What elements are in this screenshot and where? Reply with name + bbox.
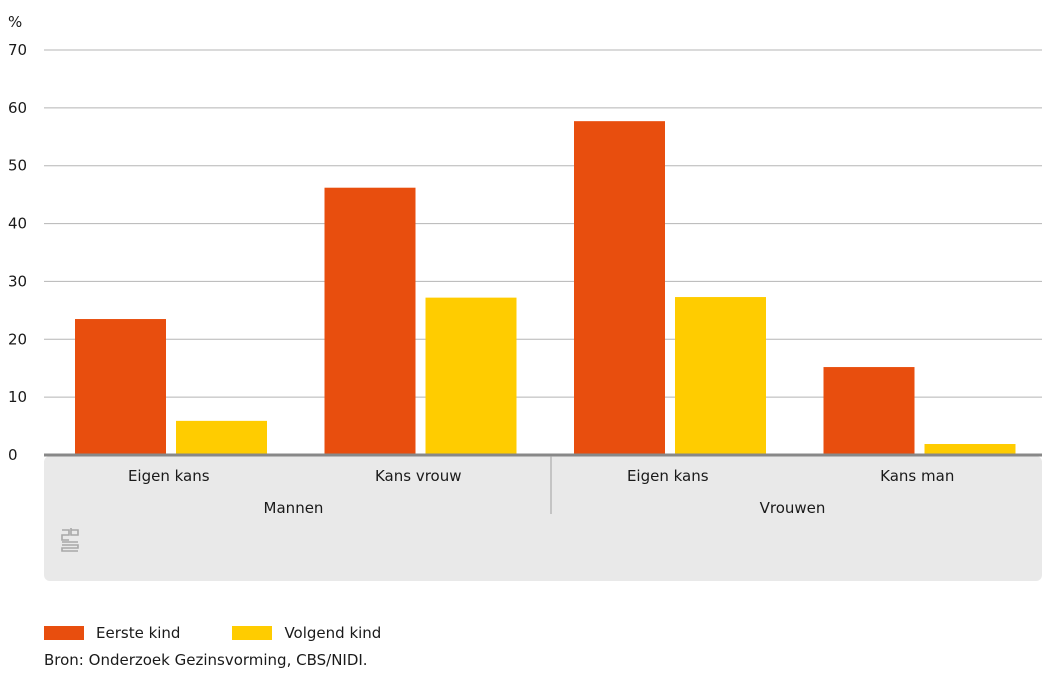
legend-item-volgend-kind: Volgend kind [232,624,381,642]
bar-volgend-kind [675,297,766,455]
y-tick-label: 60 [8,99,27,117]
cbs-logo-icon [61,528,79,552]
legend-swatch [44,626,84,640]
legend-swatch [232,626,273,640]
bar-eerste-kind [324,187,416,455]
chart: 0 10 20 30 40 50 60 70% Eigen kans Kans vrouw Eige… [8,13,1042,581]
y-axis-unit-label: % [8,13,22,31]
y-tick-label: 30 [8,272,27,290]
bar-chart-svg: 0 10 20 30 40 50 60 70% Eigen kans Kans vrouw Eige… [8,13,1042,581]
bar-volgend-kind [176,420,267,455]
x-tick-label: Eigen kans [128,467,210,485]
bar-volgend-kind [425,297,517,455]
x-tick-label: Eigen kans [627,467,709,485]
legend-label: Eerste kind [96,624,181,642]
group-label: Vrouwen [760,499,826,517]
bar-eerste-kind [75,319,166,455]
axis-panel-background [44,456,1042,581]
y-tick-label: 10 [8,388,27,406]
legend: Eerste kind Volgend kind [44,624,433,642]
legend-item-eerste-kind: Eerste kind [44,624,180,642]
bar-eerste-kind [823,367,915,455]
group-label: Mannen [264,499,324,517]
y-tick-label: 40 [8,215,27,233]
x-tick-label: Kans man [880,467,954,485]
y-tick-label: 50 [8,157,27,175]
y-tick-label: 70 [8,41,27,59]
legend-label: Volgend kind [284,624,382,642]
source-note: Bron: Onderzoek Gezinsvorming, CBS/NIDI. [44,651,368,669]
bar-eerste-kind [574,121,665,456]
x-tick-label: Kans vrouw [375,467,462,485]
bar-volgend-kind [924,444,1016,455]
y-tick-label: 0 [8,446,18,464]
y-tick-label: 20 [8,330,27,348]
